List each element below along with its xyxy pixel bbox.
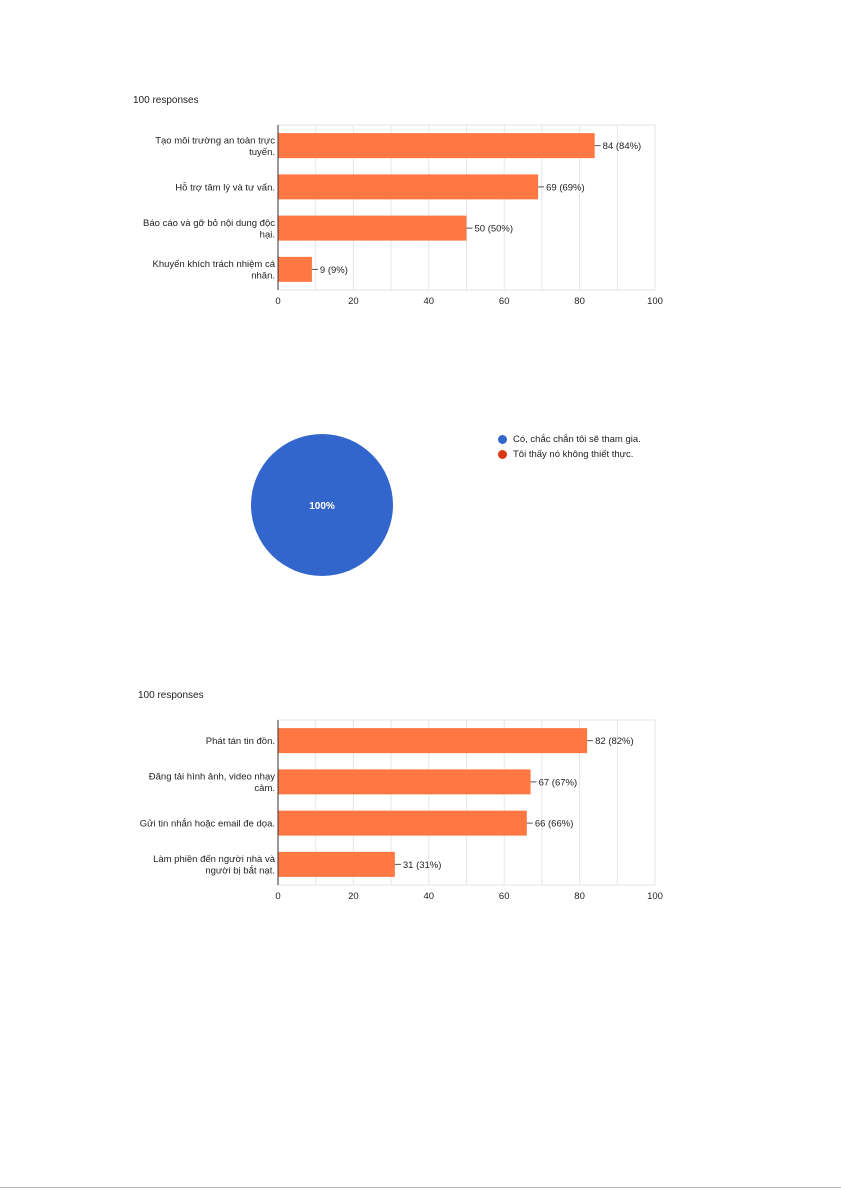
x-tick-label: 40 <box>424 296 435 307</box>
pie-slice <box>251 434 393 576</box>
x-tick-label: 80 <box>574 891 585 902</box>
pie-legend: Có, chắc chắn tôi sẽ tham gia. Tôi thấy … <box>498 432 641 462</box>
pie-slice-label: 100% <box>309 501 335 512</box>
responses-count-label: 100 responses <box>138 690 204 701</box>
category-label: Làm phiền đến người nhà và <box>153 854 276 865</box>
bar <box>278 256 312 282</box>
category-label: Phát tán tin đồn. <box>206 736 275 747</box>
legend-item-yes: Có, chắc chắn tôi sẽ tham gia. <box>498 432 641 447</box>
data-label: 9 (9%) <box>320 265 348 276</box>
data-label: 31 (31%) <box>403 860 442 871</box>
bar <box>278 851 395 877</box>
x-tick-label: 60 <box>499 296 510 307</box>
category-label: tuyến. <box>249 147 275 158</box>
category-label: nhân. <box>251 271 275 282</box>
category-label: người bị bắt nạt. <box>205 866 275 877</box>
category-label: Hỗ trợ tâm lý và tư vấn. <box>175 182 275 193</box>
category-label: Khuyến khích trách nhiệm cá <box>152 259 275 270</box>
bar-chart-cyberbullying-behaviors: 82 (82%) Phát tán tin đồn. 67 (67%) Đăng tả… <box>140 719 663 902</box>
legend-dot-blue-icon <box>498 435 507 444</box>
bar <box>278 174 539 200</box>
category-label: Đăng tải hình ảnh, video nhạy <box>149 772 275 783</box>
bar <box>278 133 595 159</box>
x-tick-label: 100 <box>647 891 663 902</box>
data-label: 69 (69%) <box>546 182 585 193</box>
legend-label-no: Tôi thấy nó không thiết thực. <box>513 449 634 460</box>
data-label: 82 (82%) <box>595 736 634 747</box>
category-label: cảm. <box>254 783 275 794</box>
page-bottom-rule <box>0 1187 841 1188</box>
legend-label-yes: Có, chắc chắn tôi sẽ tham gia. <box>513 434 641 445</box>
category-label: Gửi tin nhắn hoặc email đe dọa. <box>140 819 275 830</box>
bar <box>278 215 467 241</box>
x-tick-label: 80 <box>574 296 585 307</box>
x-tick-label: 0 <box>275 296 280 307</box>
x-tick-label: 60 <box>499 891 510 902</box>
category-label: Tạo môi trường an toàn trực <box>155 135 275 146</box>
x-tick-label: 100 <box>647 296 663 307</box>
bar <box>278 728 588 754</box>
legend-item-no: Tôi thấy nó không thiết thực. <box>498 447 641 462</box>
data-label: 50 (50%) <box>475 224 514 235</box>
bar <box>278 769 531 795</box>
category-label: hại. <box>260 229 275 240</box>
x-tick-label: 0 <box>275 891 280 902</box>
x-tick-label: 20 <box>348 296 359 307</box>
x-tick-label: 20 <box>348 891 359 902</box>
x-tick-label: 40 <box>424 891 435 902</box>
category-label: Báo cáo và gỡ bỏ nội dung độc <box>143 218 275 229</box>
bar <box>278 810 527 836</box>
data-label: 84 (84%) <box>603 141 642 152</box>
bar-chart-online-safety-solutions: 84 (84%) Tạo môi trường an toàn trựctuyến… <box>143 124 663 307</box>
legend-dot-red-icon <box>498 450 507 459</box>
data-label: 67 (67%) <box>539 777 578 788</box>
responses-count-label: 100 responses <box>133 95 199 106</box>
pie-chart-participation: 100% <box>251 434 393 576</box>
data-label: 66 (66%) <box>535 819 574 830</box>
